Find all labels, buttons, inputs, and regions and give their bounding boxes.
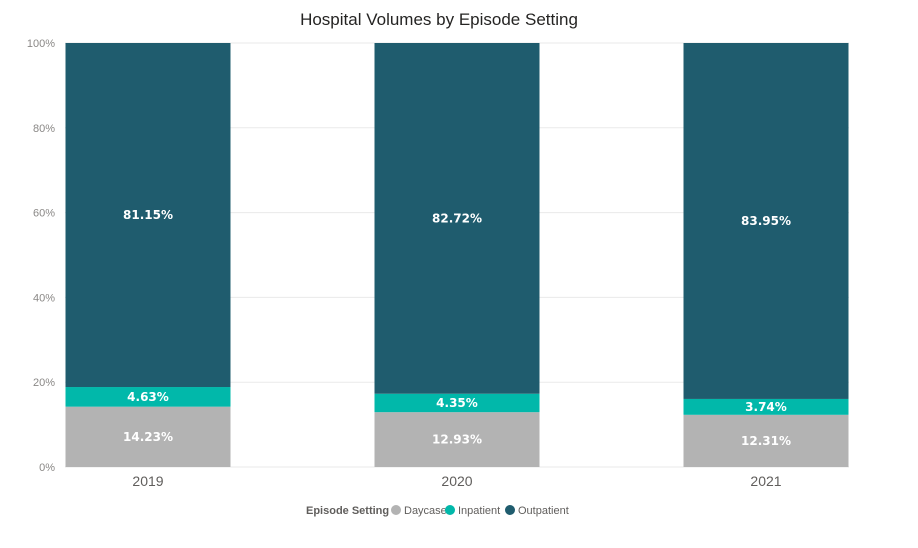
- chart-title: Hospital Volumes by Episode Setting: [300, 10, 578, 29]
- data-label: 4.35%: [436, 396, 478, 410]
- data-label: 12.93%: [432, 433, 482, 447]
- data-label: 3.74%: [745, 400, 787, 414]
- data-labels-layer: 14.23% 4.63% 81.15% 12.93% 4.35% 82.72% 12.31%…: [123, 208, 791, 448]
- bar-segment-outpatient-2019[interactable]: [65, 43, 231, 388]
- data-label: 12.31%: [741, 434, 791, 448]
- y-tick-label: 0%: [39, 462, 55, 474]
- legend-marker: [391, 505, 401, 515]
- legend[interactable]: Episode Setting Daycase Inpatient Outpatie…: [306, 505, 569, 517]
- bar-segment-inpatient-2019[interactable]: [65, 387, 231, 407]
- x-axis: 2019 2020 2021: [132, 473, 781, 489]
- y-axis: 0% 20% 40% 60% 80% 100%: [27, 38, 55, 474]
- y-tick-label: 40%: [33, 292, 55, 304]
- x-tick-label: 2021: [750, 473, 781, 489]
- bar-segment-daycase-2021[interactable]: [683, 414, 849, 467]
- bar-segment-daycase-2020[interactable]: [374, 412, 540, 467]
- data-label: 82.72%: [432, 211, 482, 225]
- y-tick-label: 80%: [33, 123, 55, 135]
- bar-segment-outpatient-2021[interactable]: [683, 43, 849, 399]
- data-label: 81.15%: [123, 208, 173, 222]
- y-tick-label: 20%: [33, 377, 55, 389]
- x-tick-label: 2020: [441, 473, 472, 489]
- data-label: 4.63%: [127, 390, 169, 404]
- bar-segment-daycase-2019[interactable]: [65, 406, 231, 467]
- y-tick-label: 60%: [33, 208, 55, 220]
- legend-marker: [505, 505, 515, 515]
- bars-layer: [65, 43, 849, 467]
- legend-title: Episode Setting: [306, 505, 389, 517]
- x-tick-label: 2019: [132, 473, 163, 489]
- legend-item-outpatient[interactable]: Outpatient: [518, 505, 569, 517]
- bar-segment-inpatient-2021[interactable]: [683, 398, 849, 415]
- data-label: 83.95%: [741, 214, 791, 228]
- legend-item-daycase[interactable]: Daycase: [404, 505, 447, 517]
- bar-segment-inpatient-2020[interactable]: [374, 393, 540, 413]
- y-tick-label: 100%: [27, 38, 55, 50]
- data-label: 14.23%: [123, 430, 173, 444]
- legend-item-inpatient[interactable]: Inpatient: [458, 505, 500, 517]
- legend-marker: [445, 505, 455, 515]
- bar-segment-outpatient-2020[interactable]: [374, 43, 540, 394]
